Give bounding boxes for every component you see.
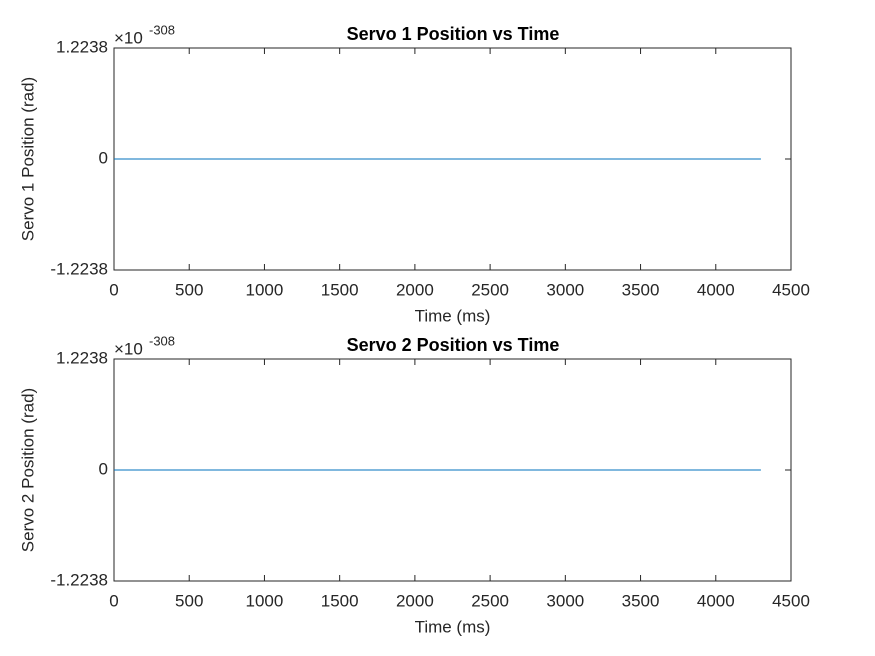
y-multiplier-exponent: -308 (149, 22, 175, 37)
y-multiplier: ×10 (114, 339, 143, 358)
x-tick-label: 0 (109, 280, 118, 299)
y-axis-label: Servo 1 Position (rad) (18, 77, 37, 241)
y-tick-label: 1.2238 (56, 37, 108, 56)
x-tick-label: 2500 (471, 280, 509, 299)
y-tick-label: 1.2238 (56, 348, 108, 367)
x-tick-label: 1500 (321, 280, 359, 299)
x-tick-label: 500 (175, 280, 203, 299)
x-tick-label: 4000 (697, 591, 735, 610)
x-tick-label: 3500 (622, 591, 660, 610)
x-tick-label: 0 (109, 591, 118, 610)
x-tick-label: 4000 (697, 280, 735, 299)
x-tick-label: 2000 (396, 280, 434, 299)
y-tick-label: 0 (99, 148, 108, 167)
y-tick-label: -1.2238 (50, 259, 108, 278)
y-tick-label: 0 (99, 459, 108, 478)
x-tick-label: 1000 (246, 591, 284, 610)
x-tick-label: 1000 (246, 280, 284, 299)
chart-title: Servo 2 Position vs Time (347, 335, 560, 355)
x-tick-label: 4500 (772, 591, 810, 610)
y-multiplier: ×10 (114, 28, 143, 47)
x-axis-label: Time (ms) (415, 617, 491, 636)
x-tick-label: 4500 (772, 280, 810, 299)
y-axis-label: Servo 2 Position (rad) (18, 388, 37, 552)
x-tick-label: 2000 (396, 591, 434, 610)
x-tick-label: 3000 (546, 280, 584, 299)
x-tick-label: 1500 (321, 591, 359, 610)
x-tick-label: 3500 (622, 280, 660, 299)
y-multiplier-exponent: -308 (149, 333, 175, 348)
y-tick-label: -1.2238 (50, 570, 108, 589)
x-axis-label: Time (ms) (415, 306, 491, 325)
chart-title: Servo 1 Position vs Time (347, 24, 560, 44)
x-tick-label: 3000 (546, 591, 584, 610)
x-tick-label: 2500 (471, 591, 509, 610)
x-tick-label: 500 (175, 591, 203, 610)
